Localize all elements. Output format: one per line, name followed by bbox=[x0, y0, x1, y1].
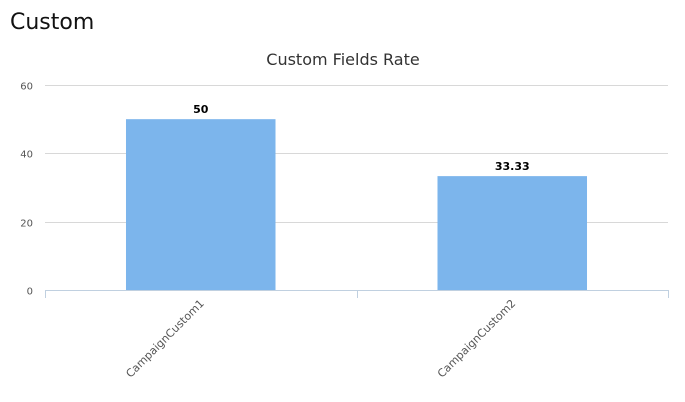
y-tick-label: 40 bbox=[20, 150, 33, 161]
y-tick-label: 0 bbox=[27, 287, 33, 298]
chart-title: Custom Fields Rate bbox=[266, 50, 419, 69]
x-tick-label: CampaignCustom2 bbox=[435, 297, 518, 380]
bar bbox=[437, 176, 588, 290]
bars: 50 33.33 bbox=[125, 103, 588, 291]
x-tick-label: CampaignCustom1 bbox=[123, 297, 206, 380]
bar bbox=[125, 119, 276, 291]
data-label: 50 bbox=[193, 103, 209, 116]
y-tick-label: 60 bbox=[20, 82, 33, 93]
data-label: 33.33 bbox=[495, 160, 530, 173]
y-tick-label: 20 bbox=[20, 219, 33, 230]
section-title: Custom bbox=[10, 10, 95, 35]
y-axis: 0 20 40 60 bbox=[20, 82, 33, 298]
x-axis: CampaignCustom1 CampaignCustom2 bbox=[45, 290, 669, 380]
